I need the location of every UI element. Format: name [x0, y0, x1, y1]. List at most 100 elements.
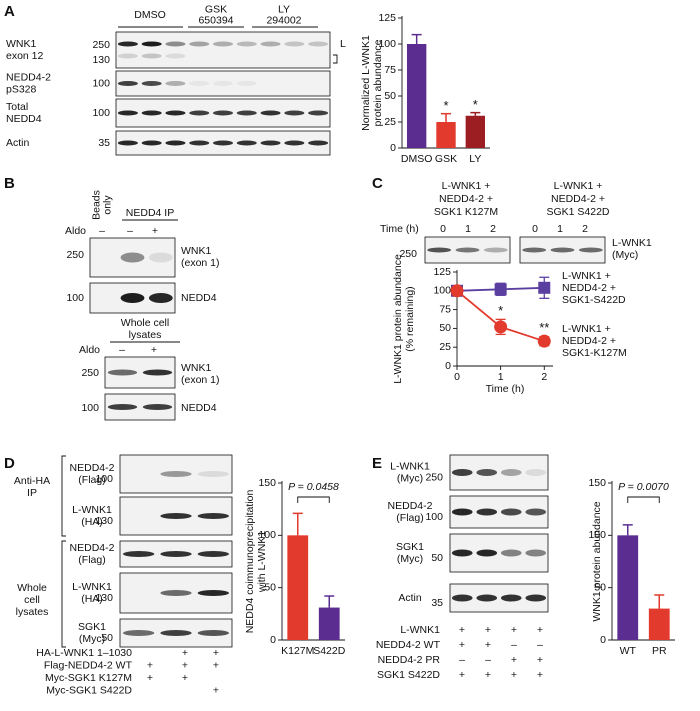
- y-tick-label: 100: [258, 529, 276, 541]
- band: [236, 140, 257, 146]
- panel-label: B: [4, 175, 15, 192]
- band: [122, 630, 155, 636]
- row-label: WNK1 (exon 1): [181, 245, 220, 269]
- marker: [537, 334, 551, 348]
- band: [197, 551, 230, 557]
- series-label: L-WNK1 + NEDD4-2 + SGK1-K127M: [562, 323, 627, 359]
- lane-label: Beadsonly: [90, 190, 113, 220]
- band: [160, 471, 192, 477]
- band: [500, 594, 522, 602]
- significance: **: [539, 320, 549, 335]
- sign: +: [485, 669, 491, 681]
- sign: +: [213, 659, 219, 671]
- band: [165, 140, 186, 146]
- treatment-label: Myc-SGK1 K127M: [45, 672, 132, 684]
- band: [500, 549, 522, 557]
- row-label: SGK1 (Myc): [396, 541, 424, 565]
- band: [165, 81, 186, 86]
- row-label: L-WNK1 (Myc): [612, 237, 652, 261]
- treatment-label: HA-L-WNK1 1–1030: [36, 647, 132, 659]
- band: [160, 630, 192, 636]
- series-label: L-WNK1 + NEDD4-2 + SGK1-S422D: [562, 270, 626, 306]
- mw-marker: 250: [81, 367, 99, 379]
- band: [284, 41, 305, 47]
- y-tick-label: 125: [433, 266, 451, 278]
- sign: +: [511, 624, 517, 636]
- band: [213, 110, 233, 116]
- band: [165, 41, 186, 47]
- x-tick-label: 0: [454, 371, 460, 383]
- significance: *: [473, 97, 478, 112]
- y-axis-label: WNK1 protein abundance: [591, 501, 603, 621]
- band: [260, 41, 281, 47]
- y-tick-label: 100: [378, 38, 396, 50]
- bar: [287, 535, 309, 640]
- marker: [494, 283, 507, 296]
- band: [189, 81, 210, 86]
- treatment-label: NEDD4-2 WT: [376, 639, 441, 651]
- row-label: NEDD4: [181, 402, 217, 414]
- band: [141, 41, 162, 47]
- mw-marker: 100: [92, 77, 110, 89]
- band: [260, 110, 281, 116]
- band: [483, 247, 508, 253]
- group-label: Anti-HA IP: [14, 475, 50, 499]
- band: [122, 551, 155, 557]
- mw-marker: 35: [431, 597, 443, 609]
- band: [451, 469, 473, 476]
- comparison-bracket: [297, 496, 330, 503]
- y-tick-label: 0: [445, 360, 451, 372]
- x-axis-label: Time (h): [486, 383, 525, 395]
- x-tick-label: LY: [469, 153, 481, 165]
- band: [284, 140, 305, 146]
- band: [160, 513, 192, 519]
- condition-label: DMSO: [134, 9, 166, 21]
- band: [427, 247, 452, 253]
- time-label: 0: [532, 223, 538, 235]
- sign: +: [459, 669, 465, 681]
- y-tick-label: 150: [258, 477, 276, 489]
- sign: –: [485, 654, 491, 666]
- band: [284, 110, 305, 116]
- band: [476, 549, 498, 557]
- group-bracket: [61, 455, 66, 537]
- mw-marker: 100: [81, 402, 99, 414]
- mw-marker: 250: [92, 39, 110, 51]
- y-tick-label: 75: [439, 303, 451, 315]
- band: [525, 469, 547, 476]
- marker: [538, 281, 551, 294]
- sign: +: [459, 639, 465, 651]
- y-tick-label: 100: [433, 285, 451, 297]
- mw-marker: 100: [66, 292, 84, 304]
- time-label: 2: [582, 223, 588, 235]
- band: [578, 247, 603, 253]
- sign: +: [182, 659, 188, 671]
- band: [117, 53, 138, 59]
- x-tick-label: 1: [498, 371, 504, 383]
- sign: +: [151, 344, 157, 356]
- band: [148, 252, 173, 263]
- blot: [89, 237, 176, 278]
- y-tick-label: 100: [588, 529, 606, 541]
- band: [117, 140, 138, 146]
- y-tick-label: 25: [439, 341, 451, 353]
- treatment-label: Flag-NEDD4-2 WT: [44, 659, 133, 671]
- y-tick-label: 0: [600, 634, 606, 646]
- x-tick-label: WT: [620, 645, 637, 657]
- band: [117, 81, 138, 86]
- sign: +: [511, 654, 517, 666]
- sign: +: [485, 639, 491, 651]
- mw-marker: 100: [425, 511, 443, 523]
- panel-label: D: [4, 455, 15, 472]
- band: [476, 469, 498, 476]
- sign: +: [537, 654, 543, 666]
- band: [451, 594, 473, 602]
- row-label: NEDD4-2 (Flag): [388, 500, 433, 524]
- sign: –: [511, 639, 517, 651]
- sign: +: [485, 624, 491, 636]
- row-label: L-WNK1 (Myc): [390, 460, 430, 484]
- x-tick-label: GSK: [435, 153, 457, 165]
- x-tick-label: K127M: [281, 645, 314, 657]
- condition-label: L-WNK1 + NEDD4-2 + SGK1 K127M: [434, 180, 498, 218]
- blot: [115, 31, 331, 69]
